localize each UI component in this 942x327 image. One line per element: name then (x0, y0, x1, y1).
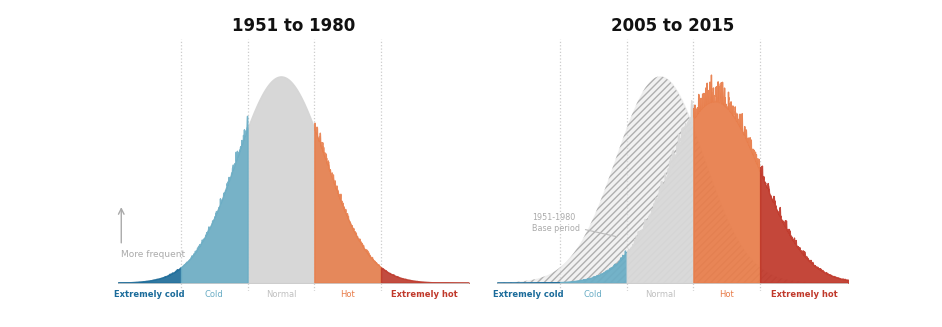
Text: Extremely cold: Extremely cold (114, 290, 185, 299)
Text: 1951-1980
Base period: 1951-1980 Base period (532, 213, 617, 237)
Text: Extremely hot: Extremely hot (392, 290, 458, 299)
Text: Extremely cold: Extremely cold (493, 290, 563, 299)
Text: Normal: Normal (644, 290, 675, 299)
Text: Hot: Hot (720, 290, 734, 299)
Text: Normal: Normal (266, 290, 296, 299)
Text: Cold: Cold (584, 290, 603, 299)
Title: 1951 to 1980: 1951 to 1980 (232, 17, 355, 35)
Text: Cold: Cold (205, 290, 223, 299)
Text: More frequent: More frequent (122, 250, 186, 259)
Text: Hot: Hot (340, 290, 355, 299)
Text: Extremely hot: Extremely hot (771, 290, 837, 299)
Title: 2005 to 2015: 2005 to 2015 (610, 17, 734, 35)
